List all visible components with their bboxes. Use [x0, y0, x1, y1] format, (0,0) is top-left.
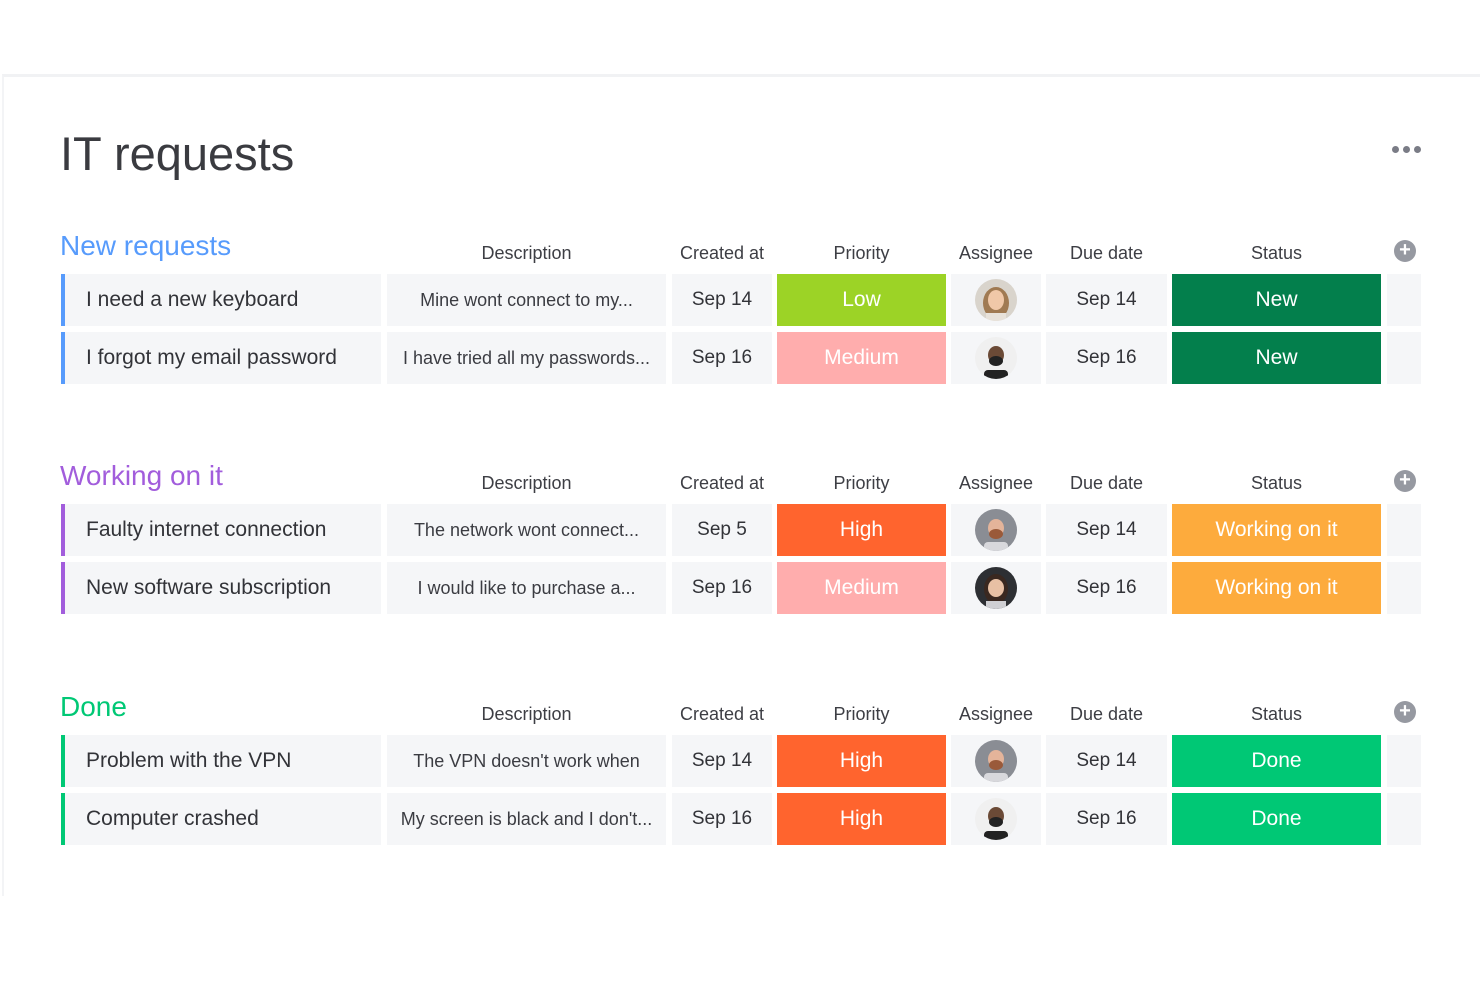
column-header-description[interactable]: Description	[481, 243, 572, 263]
priority-cell[interactable]: High	[777, 504, 946, 556]
column-header-status[interactable]: Status	[1250, 473, 1303, 493]
dot-icon	[1391, 145, 1399, 153]
item-name-cell[interactable]: I forgot my email password	[61, 332, 381, 384]
table-row[interactable]: Problem with the VPN The VPN doesn't work…	[0, 735, 1480, 787]
description-cell[interactable]: My screen is black and I don't...	[387, 793, 666, 845]
due-date-cell[interactable]: Sep 16	[1046, 793, 1167, 845]
column-header-assignee[interactable]: Assignee	[958, 704, 1034, 724]
description-cell[interactable]: Mine wont connect to my...	[387, 274, 666, 326]
column-header-priority[interactable]: Priority	[833, 243, 890, 263]
column-header-due-date[interactable]: Due date	[1069, 473, 1144, 493]
item-name-cell[interactable]: Computer crashed	[61, 793, 381, 845]
priority-cell[interactable]: Medium	[777, 332, 946, 384]
add-column-icon[interactable]: +	[1394, 240, 1416, 262]
status-cell[interactable]: Done	[1172, 793, 1381, 845]
assignee-cell[interactable]	[951, 735, 1041, 787]
created-at-cell[interactable]: Sep 16	[672, 793, 772, 845]
column-header-assignee[interactable]: Assignee	[958, 243, 1034, 263]
description-cell[interactable]: The VPN doesn't work when	[387, 735, 666, 787]
empty-cell[interactable]	[1387, 274, 1421, 326]
column-header-created-at[interactable]: Created at	[679, 473, 765, 493]
column-header-due-date[interactable]: Due date	[1069, 243, 1144, 263]
description-cell[interactable]: The network wont connect...	[387, 504, 666, 556]
column-header-priority[interactable]: Priority	[833, 704, 890, 724]
column-header-due-date[interactable]: Due date	[1069, 704, 1144, 724]
empty-cell[interactable]	[1387, 332, 1421, 384]
assignee-cell[interactable]	[951, 562, 1041, 614]
dot-icon	[1413, 145, 1421, 153]
group-title[interactable]: Working on it	[60, 460, 223, 491]
add-column-icon[interactable]: +	[1394, 470, 1416, 492]
created-at-cell[interactable]: Sep 14	[672, 274, 772, 326]
priority-cell[interactable]: High	[777, 735, 946, 787]
table-row[interactable]: Faulty internet connection The network wo…	[0, 504, 1480, 556]
status-cell[interactable]: Done	[1172, 735, 1381, 787]
created-at-cell[interactable]: Sep 14	[672, 735, 772, 787]
column-header-created-at[interactable]: Created at	[679, 704, 765, 724]
avatar[interactable]	[975, 337, 1017, 379]
created-at-cell[interactable]: Sep 5	[672, 504, 772, 556]
more-options-button[interactable]	[1386, 138, 1426, 160]
table-row[interactable]: Computer crashed My screen is black and I…	[0, 793, 1480, 845]
item-name-cell[interactable]: New software subscription	[61, 562, 381, 614]
dot-icon	[1402, 145, 1410, 153]
item-name-cell[interactable]: Faulty internet connection	[61, 504, 381, 556]
description-cell[interactable]: I have tried all my passwords...	[387, 332, 666, 384]
avatar[interactable]	[975, 740, 1017, 782]
empty-cell[interactable]	[1387, 562, 1421, 614]
column-header-description[interactable]: Description	[481, 704, 572, 724]
priority-cell[interactable]: Low	[777, 274, 946, 326]
priority-cell[interactable]: Medium	[777, 562, 946, 614]
table-row[interactable]: I forgot my email password I have tried a…	[0, 332, 1480, 384]
assignee-cell[interactable]	[951, 793, 1041, 845]
column-header-status[interactable]: Status	[1250, 704, 1303, 724]
avatar[interactable]	[975, 798, 1017, 840]
table-row[interactable]: New software subscription I would like to…	[0, 562, 1480, 614]
empty-cell[interactable]	[1387, 735, 1421, 787]
column-header-status[interactable]: Status	[1250, 243, 1303, 263]
status-cell[interactable]: Working on it	[1172, 504, 1381, 556]
column-header-description[interactable]: Description	[481, 473, 572, 493]
due-date-cell[interactable]: Sep 16	[1046, 562, 1167, 614]
description-cell[interactable]: I would like to purchase a...	[387, 562, 666, 614]
created-at-cell[interactable]: Sep 16	[672, 562, 772, 614]
created-at-cell[interactable]: Sep 16	[672, 332, 772, 384]
column-header-created-at[interactable]: Created at	[679, 243, 765, 263]
add-column-icon[interactable]: +	[1394, 701, 1416, 723]
priority-cell[interactable]: High	[777, 793, 946, 845]
item-name-cell[interactable]: I need a new keyboard	[61, 274, 381, 326]
avatar[interactable]	[975, 279, 1017, 321]
assignee-cell[interactable]	[951, 274, 1041, 326]
status-cell[interactable]: New	[1172, 332, 1381, 384]
table-row[interactable]: I need a new keyboard Mine wont connect t…	[0, 274, 1480, 326]
assignee-cell[interactable]	[951, 332, 1041, 384]
avatar[interactable]	[975, 567, 1017, 609]
avatar[interactable]	[975, 509, 1017, 551]
due-date-cell[interactable]: Sep 14	[1046, 735, 1167, 787]
due-date-cell[interactable]: Sep 16	[1046, 332, 1167, 384]
status-cell[interactable]: New	[1172, 274, 1381, 326]
column-header-assignee[interactable]: Assignee	[958, 473, 1034, 493]
item-name-cell[interactable]: Problem with the VPN	[61, 735, 381, 787]
group-title[interactable]: Done	[60, 691, 127, 722]
group-title[interactable]: New requests	[60, 230, 232, 261]
board-title: IT requests	[60, 127, 295, 180]
column-header-priority[interactable]: Priority	[833, 473, 890, 493]
due-date-cell[interactable]: Sep 14	[1046, 274, 1167, 326]
status-cell[interactable]: Working on it	[1172, 562, 1381, 614]
empty-cell[interactable]	[1387, 793, 1421, 845]
due-date-cell[interactable]: Sep 14	[1046, 504, 1167, 556]
assignee-cell[interactable]	[951, 504, 1041, 556]
empty-cell[interactable]	[1387, 504, 1421, 556]
